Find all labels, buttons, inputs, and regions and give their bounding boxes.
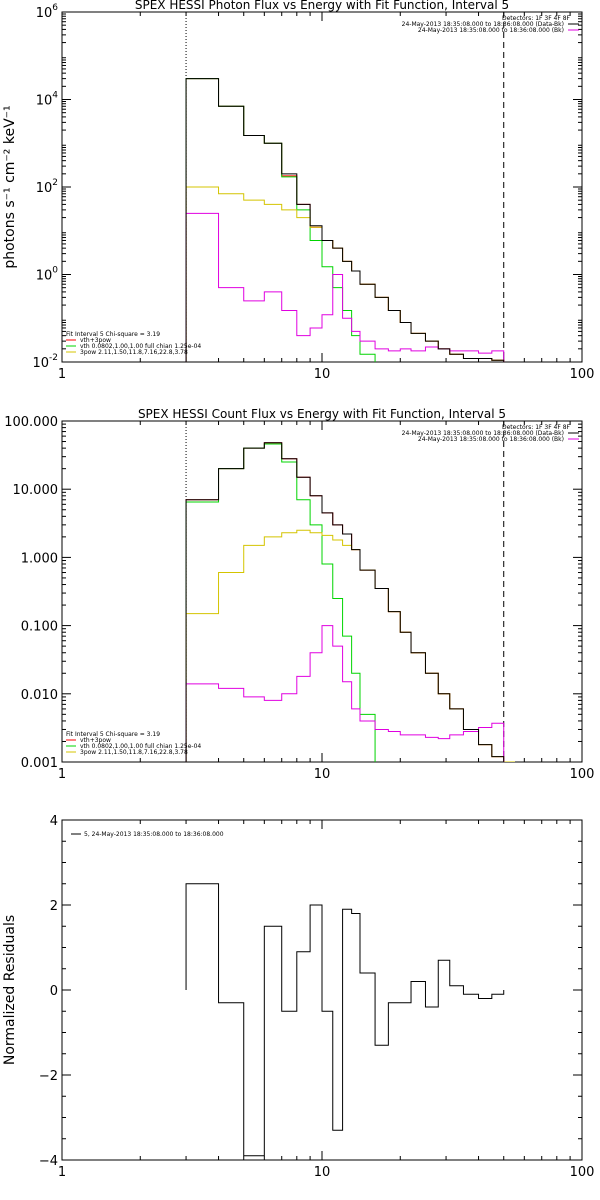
y-tick-base: 10 xyxy=(36,6,53,21)
legend-top-entry: 24-May-2013 18:35:08.000 to 18:36:08.000… xyxy=(402,21,564,28)
y-tick-base: 10 xyxy=(36,181,53,196)
legend-bottom-entry: Fit Interval 5 Chi-square = 3.19 xyxy=(66,331,160,338)
y-tick-label: 10.000 xyxy=(13,483,59,498)
series-line-3 xyxy=(185,186,505,362)
y-tick-label: 1.000 xyxy=(21,551,58,566)
y-tick-label: 0.001 xyxy=(21,756,58,771)
y-tick-exponent: 4 xyxy=(52,91,58,101)
legend-bottom-entry: vth+3pow xyxy=(80,737,111,744)
y-tick-label: 100.000 xyxy=(4,415,58,430)
y-tick-label: −4 xyxy=(39,1154,58,1169)
x-tick-label: 10 xyxy=(314,367,331,382)
legend-top-entry: 24-May-2013 18:35:08.000 to 18:36:08.000… xyxy=(402,430,564,437)
legend-top-entry: Detectors: 1F 3F 4F 8F xyxy=(502,424,571,431)
series-line-1 xyxy=(185,442,515,762)
y-tick-label: 4 xyxy=(50,814,58,829)
chart-title: SPEX HESSI Photon Flux vs Energy with Fi… xyxy=(135,0,509,12)
legend-entry: 5, 24-May-2013 18:35:08.000 to 18:36:08.… xyxy=(84,831,224,838)
chart-title: SPEX HESSI Count Flux vs Energy with Fit… xyxy=(138,407,506,421)
y-tick-base: 10 xyxy=(36,269,53,284)
series-group xyxy=(185,442,515,762)
x-tick-label: 100 xyxy=(570,367,595,382)
y-axis-label: Normalized Residuals xyxy=(2,915,18,1065)
legend-bottom-entry: vth 0.0802,1.00,1.00 full chian 1.25e-04 xyxy=(80,343,201,350)
legend-bottom-entry: 3pow 2.11,1.50,11.8,7.16,22.8,3.78 xyxy=(80,349,188,356)
y-tick-exponent: -2 xyxy=(49,353,58,363)
y-tick-label: 106 xyxy=(36,3,59,21)
series-line-2 xyxy=(185,78,376,362)
y-tick-label: 0.100 xyxy=(21,620,58,635)
y-tick-label: 102 xyxy=(36,178,58,196)
y-tick-label: 0 xyxy=(50,984,58,999)
y-tick-label: 100 xyxy=(36,266,59,284)
x-tick-label: 10 xyxy=(314,767,331,782)
series-line-1 xyxy=(185,883,505,1157)
y-tick-label: 10-2 xyxy=(32,353,58,371)
y-tick-exponent: 0 xyxy=(52,266,58,276)
chart-2: SPEX HESSI Count Flux vs Energy with Fit… xyxy=(4,407,594,782)
series-line-5 xyxy=(185,442,505,762)
legend-top-entry: 24-May-2013 18:35:08.000 to 18:36:08.000… xyxy=(418,436,564,443)
legend-top-entry: Detectors: 1F 3F 4F 8F xyxy=(502,15,571,22)
y-axis-label: photons s⁻¹ cm⁻² keV⁻¹ xyxy=(2,105,18,268)
y-tick-exponent: 6 xyxy=(52,3,58,13)
y-tick-label: 104 xyxy=(36,91,59,109)
legend-bottom-entry: vth 0.0802,1.00,1.00 full chian 1.25e-04 xyxy=(80,743,201,750)
y-tick-base: 10 xyxy=(36,94,53,109)
y-tick-exponent: 2 xyxy=(52,178,58,188)
x-tick-label: 100 xyxy=(570,767,595,782)
series-line-2 xyxy=(185,443,376,762)
legend-bottom-entry: Fit Interval 5 Chi-square = 3.19 xyxy=(66,731,160,738)
legend-top-entry: 24-May-2013 18:35:08.000 to 18:36:08.000… xyxy=(418,27,564,34)
x-tick-label: 1 xyxy=(58,1165,66,1180)
chart-3: 1 10 100 −4 −2 0 2 4 Normalized Residuals 5, 24-M… xyxy=(2,814,594,1180)
series-group xyxy=(185,78,505,362)
series-line-3 xyxy=(185,529,515,762)
series-line-4 xyxy=(185,212,505,362)
series-line-4 xyxy=(185,625,505,762)
series-line-1 xyxy=(185,78,505,362)
x-tick-label: 100 xyxy=(570,1165,595,1180)
x-tick-label: 10 xyxy=(314,1165,331,1180)
series-group xyxy=(185,883,505,1157)
y-tick-base: 10 xyxy=(32,356,49,371)
y-tick-label: −2 xyxy=(39,1069,58,1084)
x-tick-label: 1 xyxy=(58,367,66,382)
legend-bottom-entry: vth+3pow xyxy=(80,337,111,344)
series-line-5 xyxy=(185,78,505,362)
chart-1: SPEX HESSI Photon Flux vs Energy with Fi… xyxy=(2,0,595,382)
x-tick-label: 1 xyxy=(58,767,66,782)
legend-bottom-entry: 3pow 2.11,1.50,11.8,7.16,22.8,3.78 xyxy=(80,749,188,756)
y-tick-label: 0.010 xyxy=(21,688,58,703)
y-tick-label: 2 xyxy=(50,899,58,914)
